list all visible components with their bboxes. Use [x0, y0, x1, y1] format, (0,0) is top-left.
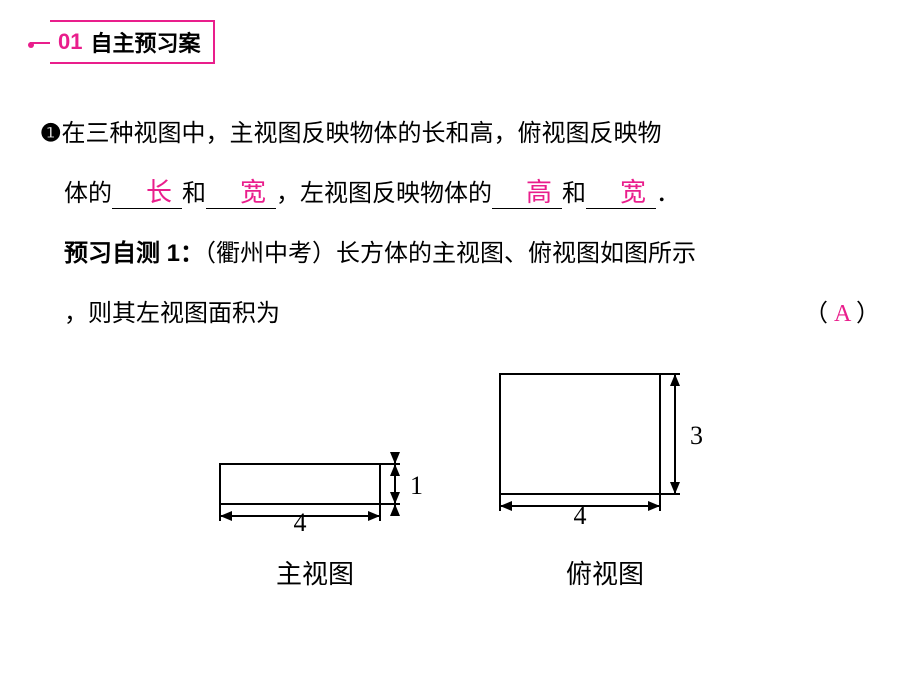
paragraph-line-2: 体的长和宽，左视图反映物体的高和宽．	[40, 164, 880, 224]
height-label: 3	[690, 421, 703, 450]
front-view-svg: 4 1	[200, 424, 430, 534]
section-number: 01	[50, 29, 90, 55]
fill-blank-3: 高	[492, 177, 562, 209]
practice-label: 预习自测 1：	[64, 240, 204, 267]
front-view-caption: 主视图	[276, 542, 354, 607]
text-segment: 在三种视图中，主视图反映物体的长和高，俯视图反映物	[62, 121, 662, 147]
text-segment: 和	[562, 181, 586, 207]
header-line-decoration	[30, 42, 50, 44]
text-segment: ，左视图反映物体的	[276, 181, 492, 207]
main-content: ❶在三种视图中，主视图反映物体的长和高，俯视图反映物 体的长和宽，左视图反映物体…	[30, 104, 890, 607]
practice-source: （衢州中考）	[204, 241, 336, 267]
paragraph-line-1: ❶在三种视图中，主视图反映物体的长和高，俯视图反映物	[40, 104, 880, 164]
text-segment: ．	[656, 181, 680, 207]
fill-blank-2: 宽	[206, 177, 276, 209]
practice-line-2: ，则其左视图面积为 （ A ）	[40, 284, 880, 344]
answer-group: （ A ）	[780, 284, 880, 344]
text-segment: 体的	[64, 181, 112, 207]
front-view-diagram: 4 1 主视图	[200, 424, 430, 607]
diagrams-container: 4 1 主视图	[40, 364, 880, 607]
width-label: 4	[294, 508, 307, 534]
practice-line-1: 预习自测 1：（衢州中考）长方体的主视图、俯视图如图所示	[40, 224, 880, 284]
section-header: 01 自主预习案	[50, 20, 215, 64]
top-view-svg: 4 3	[490, 364, 720, 534]
item-number: ❶	[40, 104, 62, 164]
fill-blank-1: 长	[112, 177, 182, 209]
text-segment: 和	[182, 181, 206, 207]
paren-close: ）	[856, 301, 880, 327]
top-view-caption: 俯视图	[566, 542, 644, 607]
paren-open: （	[804, 301, 828, 327]
practice-text: ，则其左视图面积为	[40, 284, 280, 344]
top-view-diagram: 4 3 俯视图	[490, 364, 720, 607]
section-title: 自主预习案	[90, 26, 200, 58]
practice-text: 长方体的主视图、俯视图如图所示	[336, 241, 696, 267]
answer-letter: A	[834, 301, 850, 327]
fill-blank-4: 宽	[586, 177, 656, 209]
height-label: 1	[410, 471, 423, 500]
width-label: 4	[574, 501, 587, 530]
